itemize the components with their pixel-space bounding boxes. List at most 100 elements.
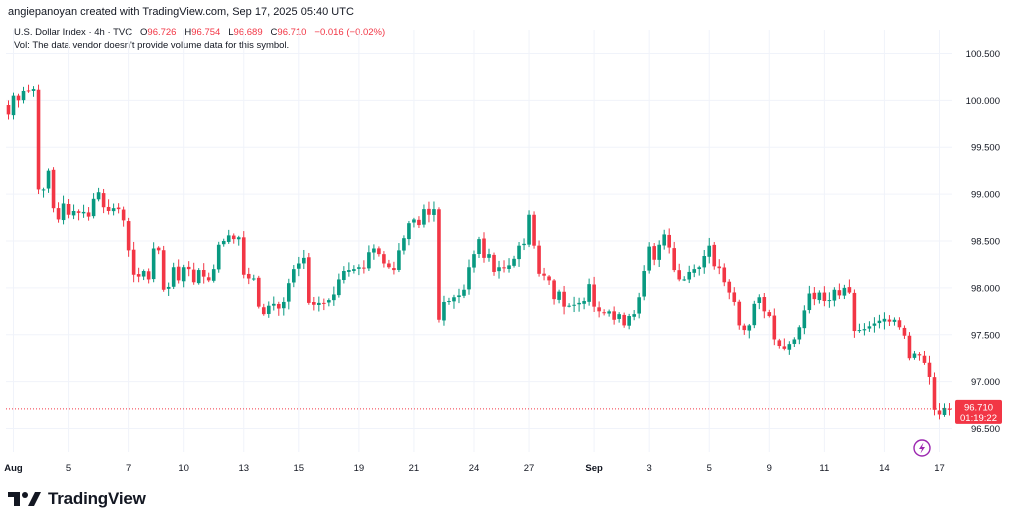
candle-body [76, 211, 81, 213]
candle-body [507, 265, 511, 269]
candle-body [687, 271, 692, 280]
close-label: C [270, 27, 278, 38]
candle-body [917, 354, 922, 356]
candle-body [732, 292, 737, 302]
candle-body [742, 325, 747, 331]
candle-body [847, 287, 852, 293]
candle-body [552, 280, 556, 300]
candle-body [271, 303, 276, 306]
candle-body [852, 292, 857, 332]
candle-body [176, 266, 181, 281]
candle-body [632, 314, 636, 317]
candle-body [236, 237, 241, 240]
x-axis: Aug 5 7 10 13 15 19 21 24 27 Sep 3 5 9 11 14 17 [4, 463, 945, 474]
candle-body [637, 297, 641, 314]
price-badge-box [955, 399, 1002, 424]
candle-body [106, 206, 111, 211]
candle-body [897, 320, 902, 328]
candle-body [812, 292, 817, 300]
candle-body [667, 234, 672, 248]
candle-body [647, 246, 651, 271]
candle-body [682, 279, 687, 281]
volume-note: Vol: The data vendor doesn't provide vol… [14, 40, 290, 51]
candle-body [757, 297, 762, 303]
candle-body [191, 269, 196, 283]
candle-body [86, 212, 91, 217]
candle-body [317, 302, 321, 305]
candle-body [512, 258, 516, 266]
candle-body [627, 316, 631, 326]
candle-body [226, 235, 231, 242]
candle-body [281, 301, 286, 309]
candle-body [447, 301, 451, 303]
candle-body [922, 355, 927, 363]
candle-body [151, 248, 156, 280]
candle-body [342, 271, 346, 281]
x-tick-label: 19 [354, 463, 365, 474]
y-tick-label: 96.500 [971, 424, 1000, 435]
y-tick-label: 99.000 [971, 190, 1000, 201]
candle-body [302, 257, 306, 264]
candle-body [256, 277, 261, 307]
candle-body [607, 311, 611, 314]
x-tick-label: 7 [126, 463, 131, 474]
candle-body [377, 248, 381, 255]
candle-body [747, 325, 752, 331]
candle-body [777, 340, 782, 347]
candle-body [932, 377, 937, 410]
candle-body [717, 266, 722, 269]
candle-body [587, 284, 591, 302]
y-tick-label: 97.000 [971, 377, 1000, 388]
candle-body [702, 256, 707, 268]
candles [6, 84, 952, 420]
ohlc-row: U.S. Dollar Index · 4h · TVC O96.726 H96… [14, 26, 385, 39]
candle-body [457, 295, 461, 298]
candle-body [782, 346, 787, 349]
candle-body [161, 250, 166, 290]
candle-body [652, 246, 656, 260]
candle-body [947, 408, 952, 410]
change-value: −0.016 (−0.02%) [314, 27, 386, 38]
candle-body [221, 241, 226, 245]
candle-body [722, 267, 727, 283]
price-badge-value: 96.710 [964, 402, 993, 413]
candle-body [642, 271, 646, 297]
candle-body [66, 203, 71, 215]
candle-body [762, 297, 767, 312]
candle-body [582, 301, 586, 304]
candle-body [857, 330, 862, 332]
x-tick-label: 9 [767, 463, 772, 474]
y-tick-label: 99.500 [971, 143, 1000, 154]
candle-body [462, 289, 466, 296]
y-tick-label: 100.000 [966, 96, 1000, 107]
candle-body [537, 245, 541, 274]
candle-body [266, 305, 271, 314]
lightning-icon[interactable] [913, 439, 931, 457]
candle-body [26, 90, 31, 92]
candle-body [21, 90, 26, 101]
chart-credit: angiepanoyan created with TradingView.co… [8, 6, 354, 18]
candle-body [432, 209, 436, 215]
candle-body [452, 297, 456, 302]
candle-body [382, 254, 386, 264]
y-tick-label: 100.500 [966, 49, 1000, 60]
x-tick-label: Sep [585, 463, 603, 474]
candle-body [322, 302, 326, 304]
candle-body [477, 239, 481, 255]
candle-body [842, 287, 847, 296]
candle-body [352, 269, 356, 271]
candle-body [887, 319, 892, 322]
candle-body [276, 303, 281, 309]
candle-body [677, 270, 682, 280]
candle-body [727, 281, 732, 293]
x-tick-label: 10 [178, 463, 189, 474]
candle-body [81, 211, 86, 214]
candle-body [231, 235, 236, 240]
candle-body [407, 223, 411, 240]
candle-body [827, 300, 832, 302]
candle-body [372, 248, 376, 253]
x-tick-label: 3 [647, 463, 652, 474]
candle-body [121, 209, 126, 221]
symbol-name[interactable]: U.S. Dollar Index · 4h · TVC [14, 27, 133, 38]
